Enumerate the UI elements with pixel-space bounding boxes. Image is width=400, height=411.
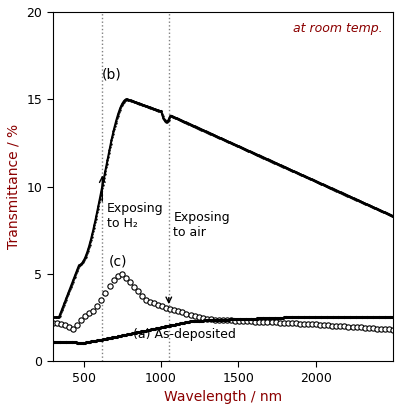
Text: (a) As-deposited: (a) As-deposited (133, 328, 236, 342)
Y-axis label: Transmittance / %: Transmittance / % (7, 124, 21, 249)
Text: Exposing
to air: Exposing to air (174, 211, 230, 239)
Text: (c): (c) (108, 254, 127, 268)
X-axis label: Wavelength / nm: Wavelength / nm (164, 390, 282, 404)
Text: Exposing
to H₂: Exposing to H₂ (107, 202, 164, 230)
Text: (b): (b) (102, 67, 122, 81)
Text: at room temp.: at room temp. (293, 23, 383, 35)
